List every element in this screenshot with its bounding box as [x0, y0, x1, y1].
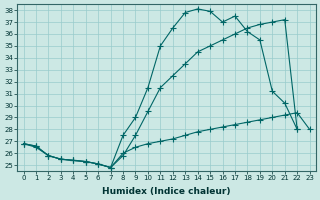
X-axis label: Humidex (Indice chaleur): Humidex (Indice chaleur) [102, 187, 231, 196]
